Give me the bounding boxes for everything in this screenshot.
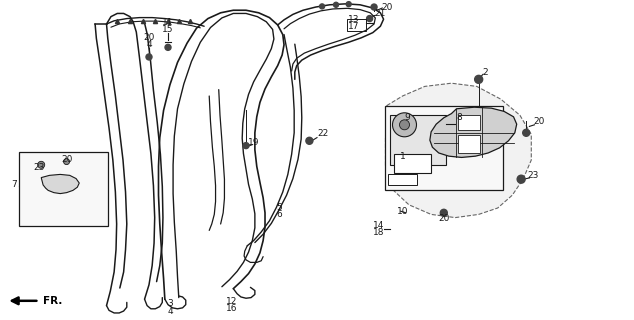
Bar	[19, 152, 108, 226]
Text: 18: 18	[373, 228, 384, 237]
Text: 11: 11	[162, 18, 174, 27]
Circle shape	[475, 76, 482, 84]
Text: 8: 8	[456, 113, 463, 122]
Text: 9: 9	[404, 113, 410, 122]
Polygon shape	[385, 83, 531, 218]
Text: 6: 6	[276, 210, 282, 219]
Circle shape	[306, 137, 313, 144]
Polygon shape	[430, 107, 517, 157]
Circle shape	[243, 143, 249, 148]
Text: 22: 22	[318, 129, 329, 138]
Text: 12: 12	[226, 297, 237, 306]
Circle shape	[146, 54, 152, 60]
Text: 23: 23	[527, 171, 538, 180]
Circle shape	[522, 129, 530, 136]
Bar	[458, 135, 480, 153]
Circle shape	[165, 44, 171, 50]
Bar	[388, 174, 417, 185]
Text: FR.: FR.	[43, 296, 63, 306]
Circle shape	[440, 209, 448, 216]
Circle shape	[366, 16, 373, 21]
Text: 21: 21	[375, 9, 386, 18]
Circle shape	[371, 4, 377, 10]
Text: 20: 20	[438, 214, 450, 223]
Text: 16: 16	[226, 304, 237, 313]
Circle shape	[517, 175, 525, 183]
Circle shape	[392, 113, 417, 137]
Text: 20: 20	[143, 33, 155, 42]
Circle shape	[320, 4, 325, 9]
Text: 7: 7	[11, 180, 17, 189]
Bar	[385, 106, 503, 190]
Circle shape	[333, 2, 339, 7]
Bar	[347, 19, 366, 31]
Text: 3: 3	[167, 300, 173, 308]
Text: 4: 4	[146, 40, 152, 49]
Bar	[458, 115, 480, 130]
Text: 19: 19	[248, 138, 259, 147]
Bar	[394, 154, 431, 173]
Circle shape	[346, 2, 351, 7]
Text: 20: 20	[381, 3, 392, 12]
Text: 2: 2	[482, 68, 488, 76]
Text: 13: 13	[348, 15, 359, 24]
Text: 4: 4	[167, 307, 172, 316]
Text: 23: 23	[34, 163, 45, 172]
Circle shape	[399, 120, 410, 130]
Text: 20: 20	[61, 155, 72, 164]
Text: 1: 1	[399, 152, 406, 161]
Text: 17: 17	[348, 22, 359, 31]
Polygon shape	[41, 174, 79, 194]
Circle shape	[63, 159, 70, 164]
Text: 15: 15	[162, 25, 174, 34]
Text: 20: 20	[533, 117, 545, 126]
Circle shape	[37, 161, 45, 168]
Text: 5: 5	[276, 203, 282, 212]
Text: 14: 14	[373, 221, 384, 230]
Text: 10: 10	[397, 207, 408, 216]
Bar	[390, 115, 446, 165]
